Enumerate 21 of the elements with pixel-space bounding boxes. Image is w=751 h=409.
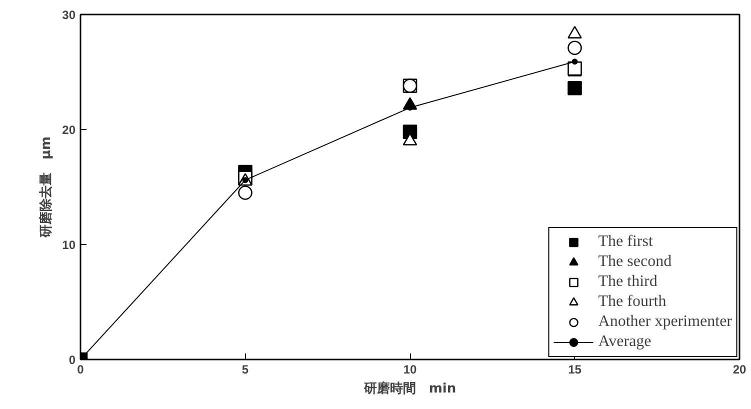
point (568, 80, 582, 96)
x-axis-title: 研磨時間 min (362, 380, 456, 396)
x-tick-label: 20 (732, 362, 746, 376)
legend-label: The first (598, 233, 653, 251)
y-tick-label: 10 (62, 238, 76, 252)
legend-label: Average (598, 333, 652, 351)
y-tick-label: 20 (62, 123, 76, 137)
point (572, 58, 578, 65)
legend-label: The fourth (598, 293, 666, 311)
y-axis-title: 研磨除去量 μm (38, 136, 54, 239)
legend-label: Another xperimenter (598, 313, 732, 331)
legend-label: The third (598, 273, 658, 291)
x-tick-label: 10 (403, 362, 417, 376)
legend-label: The second (598, 253, 672, 271)
point (568, 61, 582, 76)
x-tick-label: 5 (242, 362, 249, 376)
x-tick-label: 0 (77, 362, 84, 376)
x-tick-label: 15 (568, 362, 582, 376)
y-tick-label: 0 (68, 353, 76, 367)
point (568, 40, 582, 55)
y-tick-label: 30 (62, 8, 76, 22)
